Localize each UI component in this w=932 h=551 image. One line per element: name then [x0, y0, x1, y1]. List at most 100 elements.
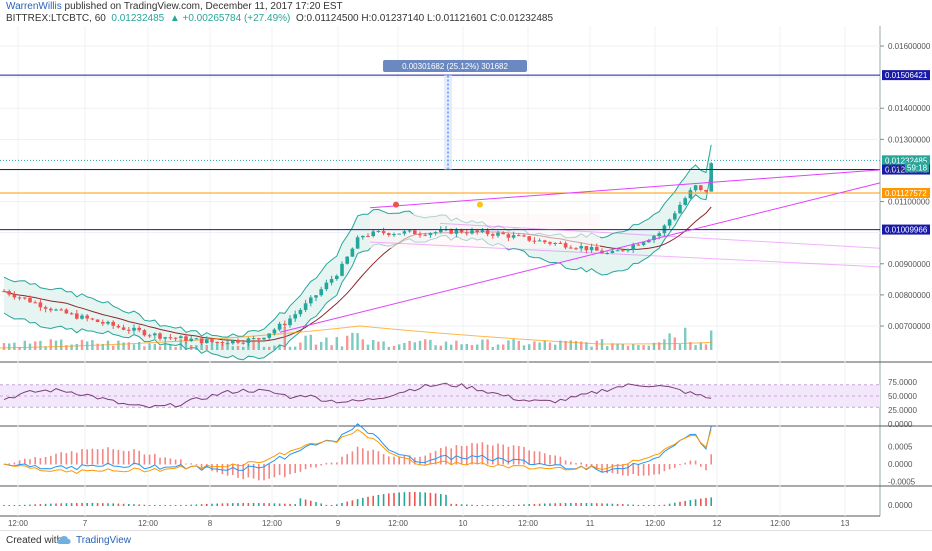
time-tick-label: 11 [586, 519, 595, 528]
ao-bar [242, 503, 244, 506]
volume-bar [470, 345, 474, 350]
volume-bar [262, 346, 266, 350]
volume-bar [28, 343, 32, 350]
chart-area[interactable]: 0.00301682 (25.12%) 301682 0.01600000 0.0… [0, 26, 932, 530]
candle-body [116, 325, 121, 328]
tradingview-brand-link[interactable]: TradingView [76, 535, 132, 546]
price-axis[interactable]: 0.01600000 0.01400000 0.01300000 0.01100000… [880, 42, 931, 510]
candle-body [225, 343, 230, 345]
ao-bar [180, 505, 182, 506]
candle-body [69, 313, 74, 315]
ao-bar [3, 505, 5, 506]
macd-histogram [372, 449, 374, 465]
volume-bar [273, 345, 276, 350]
volume-bar [652, 342, 656, 350]
candle-body [80, 315, 84, 319]
macd-histogram [232, 464, 234, 475]
macd-histogram [580, 462, 582, 465]
macd-histogram [154, 453, 156, 465]
volume-bar [335, 337, 338, 350]
ao-bar [606, 503, 608, 506]
macd-histogram [39, 458, 42, 465]
countdown-label: 59:18 [907, 163, 928, 172]
macd-histogram [466, 445, 468, 465]
volume-bar [533, 341, 536, 350]
macd-histogram [18, 460, 21, 465]
ohlc-values: O:0.01124500 H:0.01237140 L:0.01121601 C… [295, 13, 554, 24]
price-tick-label: 0.00800000 [888, 291, 931, 300]
ao-bar [590, 503, 593, 506]
candle-body [387, 233, 391, 235]
macd-histogram [180, 459, 182, 465]
ao-bar [112, 503, 114, 506]
volume-bar [44, 346, 47, 350]
ao-bar [148, 504, 151, 506]
volume-bar [23, 340, 26, 350]
macd-histogram [549, 454, 551, 465]
candle-body [647, 240, 651, 243]
macd-histogram [44, 456, 47, 465]
candle-body [95, 319, 100, 323]
price-tick-label: 0.01400000 [888, 104, 931, 113]
candle-body [673, 213, 677, 220]
candle-body [361, 235, 365, 238]
macd-line [3, 423, 712, 473]
candle-body [121, 327, 126, 330]
macd-histogram [263, 464, 265, 481]
candle-body [345, 256, 349, 264]
volume-bar [496, 344, 500, 350]
macd-histogram [637, 464, 640, 476]
candle-body [579, 246, 583, 249]
time-axis[interactable]: 12:00 7 12:00 8 12:00 9 12:00 10 12:00 11 12:00 12 1… [8, 519, 850, 528]
macd-histogram [684, 462, 686, 465]
ao-bar [564, 503, 567, 506]
time-tick-label: 12:00 [138, 519, 159, 528]
candle-body [277, 323, 282, 330]
volume-bar [444, 341, 448, 350]
ao-bar [34, 504, 36, 506]
volume-bar [169, 345, 172, 350]
macd-histogram [211, 464, 213, 471]
macd-histogram [590, 464, 593, 466]
time-tick-label: 13 [841, 519, 850, 528]
ao-bar [502, 505, 504, 506]
candle-body [501, 232, 505, 235]
volume-bar [491, 346, 494, 350]
volume-bar [138, 341, 141, 350]
volume-bar [294, 346, 297, 350]
volume-bar [564, 340, 567, 350]
volume-bar [117, 340, 120, 350]
volume-bar [268, 346, 271, 350]
macd-histogram [632, 464, 634, 475]
volume-bar [309, 334, 312, 350]
ao-bar [679, 501, 681, 506]
macd-histogram [408, 455, 411, 465]
price-tick-label: 0.01600000 [888, 42, 931, 51]
volume-bar [398, 344, 401, 350]
macd-histogram [346, 454, 348, 465]
ao-bar [164, 505, 166, 506]
pane-frames [0, 26, 932, 517]
volume-bar [148, 343, 151, 350]
chart-svg[interactable]: 0.00301682 (25.12%) 301682 0.01600000 0.0… [0, 26, 932, 530]
volume-bar [288, 346, 292, 350]
candle-body [314, 295, 318, 298]
macd-histogram [481, 442, 484, 465]
ao-bar [362, 497, 364, 506]
candle-body [173, 337, 178, 339]
macd-histogram [258, 464, 260, 481]
macd-histogram [86, 449, 88, 465]
macd-histogram [55, 453, 57, 465]
ao-bar [689, 500, 692, 506]
drawing-overlays[interactable]: 0.00301682 (25.12%) 301682 [0, 60, 881, 333]
macd-histogram [694, 460, 697, 465]
ao-bar [507, 505, 510, 506]
symbol-label[interactable]: BITTREX:LTCBTC, 60 [6, 13, 106, 24]
price-tick-label: 0.01300000 [888, 135, 931, 144]
macd-pane [3, 423, 712, 481]
author-link[interactable]: WarrenWillis [6, 1, 62, 12]
macd-histogram [512, 445, 515, 465]
ao-bar [60, 503, 62, 506]
candle-body [584, 246, 589, 251]
ao-bar [611, 503, 614, 506]
